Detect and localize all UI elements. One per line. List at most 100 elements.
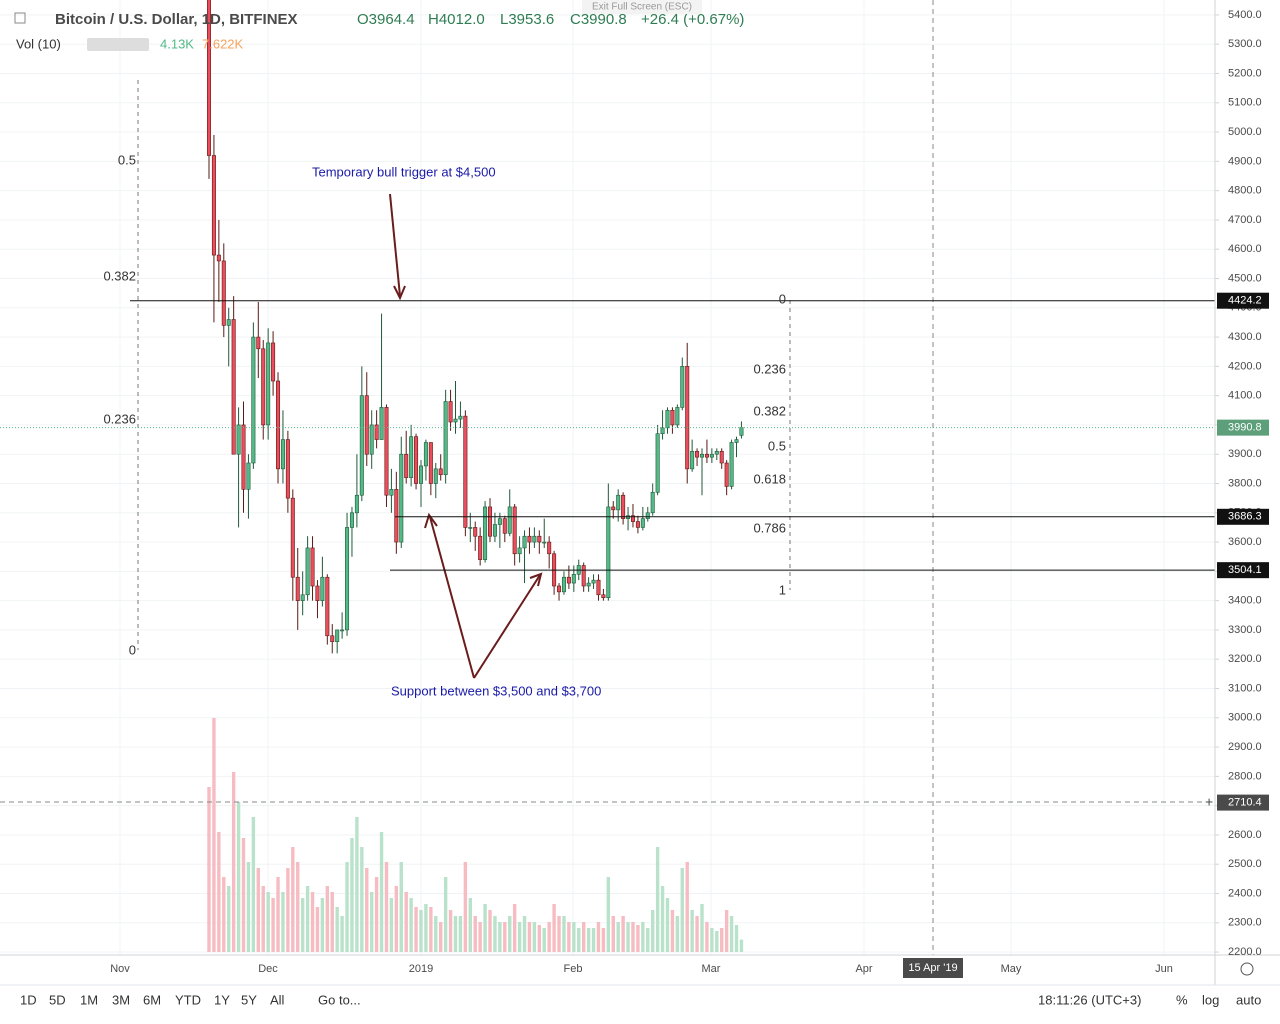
range-button[interactable]: 5Y [241, 992, 257, 1007]
candle-body [483, 506, 488, 560]
volume-bar [389, 898, 394, 952]
overlay: Temporary bull trigger at $4,500 Support… [0, 0, 1215, 955]
volume-bar [320, 898, 325, 952]
exit-label[interactable]: Exit Full Screen (ESC) [592, 2, 692, 13]
candle-body [340, 629, 345, 632]
range-button[interactable]: 5D [49, 992, 66, 1007]
volume-bar [734, 925, 739, 952]
candle-body [369, 424, 374, 455]
y-tick-label: 2900.0 [1228, 741, 1262, 753]
candle-body [527, 535, 532, 543]
volume-bar [621, 916, 625, 952]
exit-button[interactable] [582, 0, 702, 14]
candle-body [640, 518, 645, 528]
volume-name[interactable]: Vol (10) [16, 36, 61, 51]
volume-bar [557, 916, 561, 952]
candle-body [675, 407, 680, 426]
auto-toggle[interactable]: auto [1236, 992, 1261, 1007]
volume-bar [547, 922, 551, 952]
range-button[interactable]: 6M [143, 992, 161, 1007]
volume-bar [483, 904, 487, 952]
candle-body [611, 506, 616, 511]
candle-body [645, 512, 650, 519]
y-tick-label: 2400.0 [1228, 887, 1262, 899]
candle-body [211, 155, 216, 256]
candle-body [290, 497, 295, 578]
fib-label: 0 [779, 291, 786, 306]
volume-bar [655, 847, 660, 952]
volume-bar [473, 916, 477, 952]
volume-bar [720, 928, 724, 952]
price-tag-label: 4424.2 [1228, 295, 1262, 307]
volume-bar [631, 922, 635, 952]
volume-bar [207, 787, 211, 952]
range-button[interactable]: All [270, 992, 285, 1007]
volume-bar [266, 892, 270, 952]
candle-body [221, 260, 226, 326]
y-tick-label: 2800.0 [1228, 770, 1262, 782]
candle-body [699, 453, 704, 458]
candle-body [586, 582, 591, 587]
x-tick-label: Jun [1155, 963, 1173, 975]
volume-bar [641, 922, 645, 952]
y-tick-label: 3200.0 [1228, 653, 1262, 665]
arrow-head [424, 512, 543, 587]
range-button[interactable]: 1M [80, 992, 98, 1007]
legend-icons[interactable] [87, 38, 149, 51]
volume-bar [493, 916, 497, 952]
candle-body [394, 489, 399, 543]
volume-bar [350, 838, 354, 952]
candle-body [719, 450, 724, 464]
volume-bar [508, 916, 512, 952]
y-tick-label: 3900.0 [1228, 448, 1262, 460]
crosshair-label: 2710.4 [1228, 797, 1262, 809]
y-tick-label: 5000.0 [1228, 126, 1262, 138]
y-tick-label: 4900.0 [1228, 155, 1262, 167]
volume-bar [715, 931, 719, 952]
y-tick-label: 4800.0 [1228, 185, 1262, 197]
symbol[interactable]: Bitcoin / U.S. Dollar, 1D, BITFINEX [55, 11, 298, 28]
fib-label: 0.236 [753, 361, 786, 376]
volume-bar [424, 904, 428, 952]
range-button[interactable]: 3M [112, 992, 130, 1007]
candle-body [216, 254, 221, 262]
candle-body [709, 453, 714, 458]
volume-bar [724, 910, 729, 952]
price-tag-label: 3504.1 [1228, 564, 1262, 576]
log-toggle[interactable]: log [1202, 992, 1219, 1007]
candle-body [581, 565, 586, 587]
goto[interactable]: Go to... [318, 992, 361, 1007]
range-button[interactable]: YTD [175, 992, 201, 1007]
volume-bar [700, 904, 704, 952]
candle-body [399, 453, 404, 543]
volume-bar [369, 892, 374, 952]
fib-label: 0.5 [768, 438, 786, 453]
y-tick-label: 4300.0 [1228, 331, 1262, 343]
candle-body [488, 506, 493, 537]
collapse-icon[interactable] [14, 12, 26, 24]
candle-body [335, 629, 340, 642]
candle-body [384, 407, 389, 496]
candle-body [404, 453, 409, 478]
y-tick-label: 5200.0 [1228, 67, 1262, 79]
volume-ma: 7.622K [202, 36, 244, 51]
fib-label: 0.382 [753, 403, 786, 418]
range-button[interactable]: 1Y [214, 992, 230, 1007]
candle-body [591, 579, 596, 584]
volume-bar [231, 772, 236, 952]
settings-icon[interactable] [1240, 962, 1254, 976]
percent-toggle[interactable]: % [1176, 992, 1188, 1007]
volume-bar [374, 877, 379, 952]
candle-body [478, 535, 483, 560]
range-button[interactable]: 1D [20, 992, 37, 1007]
volume-bar [409, 898, 413, 952]
volume-bar [330, 892, 334, 952]
volume-bar [680, 868, 684, 952]
toolbar: Go to... 18:11:26 (UTC+3) % log auto 1D 5… [20, 992, 1261, 1007]
volume-bar [616, 922, 620, 952]
volume-bar [522, 916, 527, 952]
crosshair-date: 15 Apr '19 [908, 962, 957, 974]
volume-bar [651, 910, 655, 952]
volume-bar [577, 928, 581, 952]
candle-body [409, 436, 414, 478]
